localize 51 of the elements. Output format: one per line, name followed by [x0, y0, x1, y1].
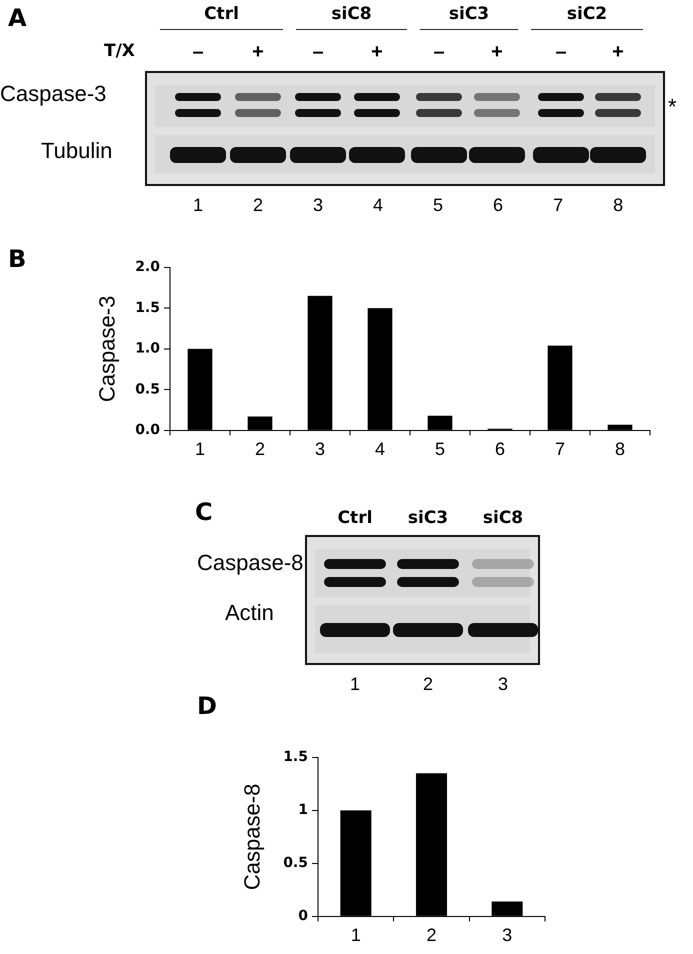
- text: Actin: [225, 600, 274, 626]
- x-tick-label: 3: [502, 925, 512, 946]
- text: –: [192, 41, 204, 64]
- x-tick-label: 2: [426, 925, 437, 946]
- text: Ctrl: [204, 4, 239, 24]
- text: 3: [498, 674, 508, 695]
- text: siC3: [408, 508, 448, 528]
- x-tick-label: 3: [314, 439, 326, 460]
- y-tick-label: 1.5: [283, 749, 308, 766]
- text: siC2: [566, 4, 608, 24]
- text: –: [433, 41, 445, 64]
- y-tick-label: 0.5: [283, 855, 308, 872]
- text: T/X: [104, 41, 135, 61]
- x-tick-label: 6: [494, 439, 506, 460]
- x-tick-label: 4: [374, 439, 386, 460]
- text: siC8: [331, 4, 372, 24]
- y-tick-label: 1: [298, 802, 308, 818]
- x-tick-label: 1: [350, 925, 361, 946]
- text: +: [612, 41, 624, 64]
- text: Caspase-3: [0, 81, 106, 107]
- y-tick-label: 1.0: [135, 340, 160, 357]
- y-axis-title: Caspase-8: [239, 784, 264, 890]
- y-tick-label: 0.5: [135, 381, 160, 398]
- text: Ctrl: [338, 508, 372, 528]
- text: siC3: [448, 4, 490, 24]
- text: +: [252, 41, 264, 64]
- x-tick-label: 7: [554, 439, 566, 460]
- chart-title: B: [8, 245, 26, 273]
- y-tick-label: 2.0: [135, 259, 160, 276]
- x-tick-label: 1: [194, 439, 206, 460]
- text: *: [668, 94, 677, 120]
- text: A: [8, 4, 27, 32]
- x-tick-label: 5: [434, 439, 446, 460]
- text: +: [371, 41, 383, 64]
- text: siC8: [482, 508, 524, 528]
- y-tick-label: 0.0: [135, 422, 160, 438]
- text: 1 2 3 4 5 6 7 8: [193, 195, 624, 216]
- x-tick-label: 8: [614, 439, 626, 460]
- y-axis-title: Caspase-3: [94, 296, 120, 402]
- text: 1: [350, 674, 360, 695]
- text: 2: [422, 674, 434, 695]
- text: C: [195, 498, 213, 526]
- text: Tubulin: [41, 138, 112, 164]
- y-tick-label: 0: [298, 908, 308, 924]
- text: +: [491, 41, 503, 64]
- chart-title: D: [197, 692, 217, 720]
- y-tick-label: 1.5: [135, 300, 160, 316]
- x-tick-label: 2: [254, 439, 266, 460]
- text: –: [555, 41, 567, 64]
- text: Caspase-8: [197, 550, 304, 576]
- text: –: [312, 41, 324, 64]
